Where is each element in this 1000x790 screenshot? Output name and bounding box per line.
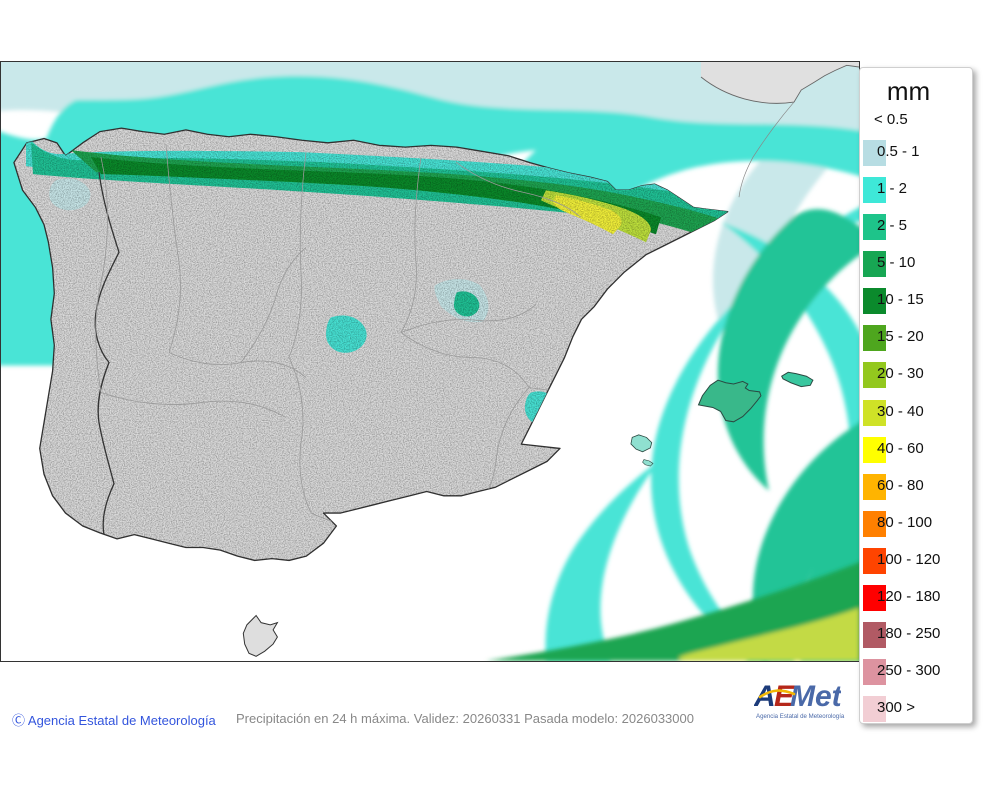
svg-text:A: A xyxy=(754,680,776,713)
svg-text:Met: Met xyxy=(790,680,841,713)
